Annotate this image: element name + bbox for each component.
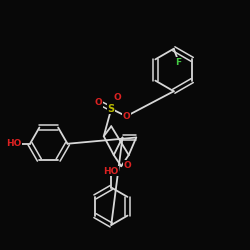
Text: HO: HO [104, 167, 119, 176]
Text: O: O [122, 112, 130, 121]
Text: O: O [124, 160, 132, 170]
Text: HO: HO [6, 139, 22, 148]
Text: S: S [108, 104, 115, 114]
Text: F: F [175, 58, 181, 67]
Text: O: O [95, 98, 103, 107]
Text: O: O [114, 93, 122, 102]
